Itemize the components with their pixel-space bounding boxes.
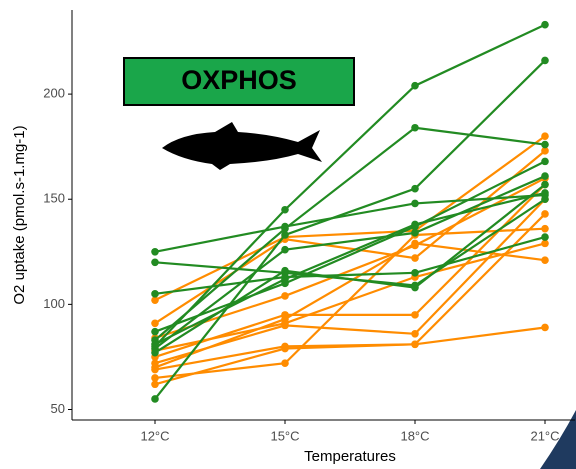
series-line bbox=[154, 236, 546, 295]
y-tick-label: 50 bbox=[51, 401, 65, 416]
y-tick-label: 150 bbox=[43, 191, 65, 206]
data-point bbox=[411, 311, 419, 319]
x-tick-label: 15°C bbox=[270, 428, 299, 443]
data-point bbox=[281, 344, 289, 353]
data-point bbox=[541, 189, 549, 197]
series-line bbox=[154, 193, 546, 253]
data-point bbox=[411, 184, 419, 193]
data-point bbox=[541, 132, 549, 140]
y-axis-title: O2 uptake (pmol.s-1.mg-1) bbox=[11, 125, 28, 304]
data-point bbox=[541, 147, 549, 155]
data-point bbox=[281, 266, 289, 275]
data-point bbox=[281, 231, 289, 239]
data-point bbox=[151, 340, 159, 349]
data-point bbox=[541, 56, 549, 65]
series-line bbox=[154, 191, 546, 346]
data-point bbox=[541, 210, 549, 218]
series-line bbox=[154, 160, 546, 333]
data-point bbox=[411, 283, 419, 292]
data-point bbox=[411, 81, 419, 90]
data-point bbox=[151, 327, 159, 336]
series-line bbox=[154, 23, 546, 348]
series-line bbox=[154, 326, 546, 386]
data-point bbox=[281, 359, 289, 368]
data-point bbox=[411, 269, 419, 277]
data-point bbox=[411, 220, 419, 229]
data-point bbox=[541, 256, 549, 265]
x-axis-title: Temperatures bbox=[304, 448, 396, 465]
data-point bbox=[411, 340, 419, 349]
data-point bbox=[541, 20, 549, 29]
data-point bbox=[541, 157, 549, 166]
series-line bbox=[154, 242, 546, 369]
series-line bbox=[154, 59, 546, 400]
y-tick-label: 100 bbox=[43, 296, 65, 311]
series-line bbox=[154, 242, 546, 352]
x-tick-label: 18°C bbox=[400, 428, 429, 443]
data-point bbox=[411, 254, 419, 262]
fish-icon bbox=[162, 122, 322, 170]
data-point bbox=[151, 363, 159, 372]
annotation: OXPHOS bbox=[181, 65, 297, 95]
data-point bbox=[411, 199, 419, 208]
x-tick-label: 12°C bbox=[140, 428, 169, 443]
data-point bbox=[541, 195, 549, 204]
data-point bbox=[541, 233, 549, 241]
data-point bbox=[411, 329, 419, 338]
series-line bbox=[154, 183, 546, 354]
data-point bbox=[281, 275, 289, 283]
data-point bbox=[151, 380, 159, 389]
data-point bbox=[281, 222, 289, 231]
data-point bbox=[151, 319, 159, 328]
data-point bbox=[541, 239, 549, 248]
annotation-box bbox=[123, 57, 355, 106]
data-point bbox=[411, 123, 419, 132]
data-point bbox=[281, 292, 289, 300]
data-point bbox=[151, 258, 159, 267]
data-point bbox=[541, 224, 549, 233]
data-point bbox=[281, 205, 289, 214]
data-point bbox=[151, 395, 159, 403]
data-point bbox=[541, 180, 549, 189]
corner-decoration bbox=[540, 410, 576, 469]
data-point bbox=[151, 296, 159, 304]
data-point bbox=[541, 140, 549, 149]
data-point bbox=[151, 348, 159, 357]
data-point bbox=[281, 245, 289, 254]
data-point bbox=[541, 323, 549, 332]
data-point bbox=[151, 290, 159, 298]
x-tick-label: 21°C bbox=[530, 428, 559, 443]
data-point bbox=[151, 247, 159, 256]
data-point bbox=[411, 229, 419, 237]
series-line bbox=[154, 175, 546, 350]
data-point bbox=[281, 319, 289, 328]
data-point bbox=[541, 172, 549, 180]
data-point bbox=[151, 374, 159, 382]
data-point bbox=[411, 239, 419, 248]
y-tick-label: 200 bbox=[43, 86, 65, 101]
